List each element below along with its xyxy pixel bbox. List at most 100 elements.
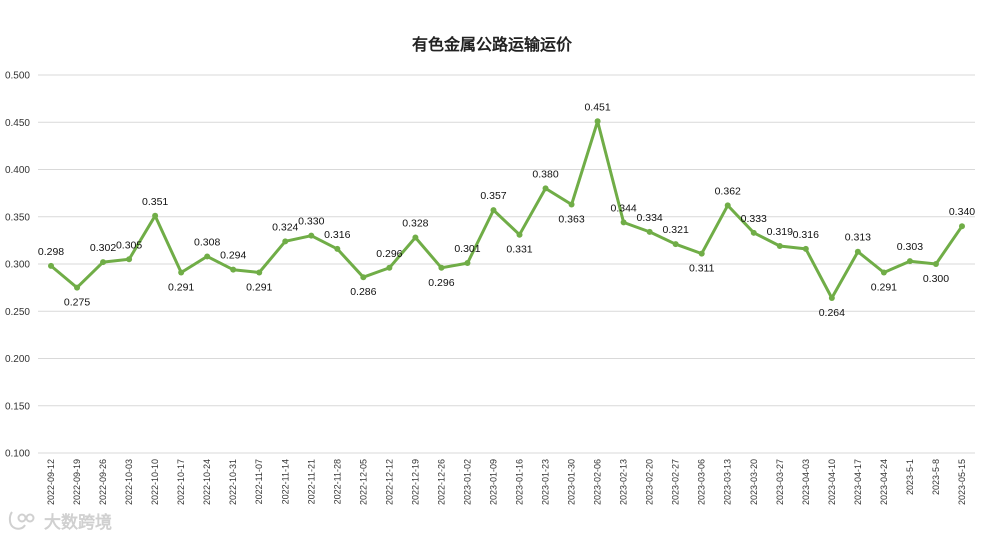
data-point [334,245,341,252]
data-label: 0.330 [298,216,324,228]
data-label: 0.296 [428,277,454,289]
data-point [386,264,393,271]
x-tick-label: 2022-10-17 [176,459,186,505]
data-label: 0.344 [610,202,636,214]
data-label: 0.321 [663,224,689,236]
x-tick-label: 2022-11-28 [332,459,342,504]
data-label: 0.328 [402,218,428,230]
x-tick-label: 2023-03-06 [697,459,707,505]
data-label: 0.316 [324,229,350,241]
x-tick-label: 2022-12-19 [410,459,420,505]
data-point [568,201,575,208]
data-label: 0.300 [923,273,949,285]
data-label: 0.357 [480,190,506,202]
data-point [308,232,315,239]
y-tick-label: 0.200 [5,354,30,365]
x-tick-label: 2023-03-27 [775,459,785,505]
data-point [464,260,471,267]
data-label: 0.380 [532,168,558,180]
x-tick-label: 2022-10-24 [202,459,212,505]
data-point [48,262,55,269]
x-tick-label: 2022-10-03 [124,459,134,505]
x-tick-label: 2023-02-27 [671,459,681,505]
x-tick-label: 2022-12-12 [384,459,394,505]
data-labels: 0.298 0.275 0.302 0.305 0.351 0.291 0.3080.294… [38,101,975,319]
x-tick-label: 2023-04-03 [801,459,811,505]
data-point [698,250,705,257]
y-tick-label: 0.250 [5,307,30,318]
data-label: 0.294 [220,250,246,262]
logo-icon [8,511,35,530]
data-point [256,269,263,276]
x-tick-label: 2023-04-24 [879,459,889,505]
x-tick-label: 2023-05-15 [957,459,967,505]
data-point [828,295,835,302]
data-label: 0.324 [272,221,298,233]
data-point [750,229,757,236]
data-point [152,212,159,219]
x-tick-label: 2023-5-8 [931,459,941,495]
data-point [126,256,133,263]
watermark: 大数跨境 [8,511,112,533]
data-label: 0.291 [871,282,897,294]
data-point [620,219,627,226]
data-point [776,243,783,250]
x-tick-label: 2022-12-26 [436,459,446,505]
x-tick-label: 2023-03-13 [723,459,733,505]
x-tick-label: 2022-09-19 [72,459,82,505]
data-point [906,258,913,265]
x-tick-label: 2022-10-31 [228,459,238,505]
x-tick-label: 2023-02-13 [619,459,629,505]
data-point [438,264,445,271]
data-label: 0.319 [767,226,793,238]
watermark-text: 大数跨境 [44,512,112,533]
data-point [880,269,887,276]
x-tick-label: 2023-02-20 [645,459,655,505]
data-point [932,261,939,267]
data-points [48,118,965,302]
x-tick-label: 2022-09-12 [46,459,56,505]
data-label: 0.291 [246,282,272,294]
data-label: 0.311 [689,263,715,275]
x-tick-label: 2022-09-26 [98,459,108,505]
x-tick-label: 2022-11-21 [306,459,316,504]
data-label: 0.286 [350,286,376,298]
x-tick-label: 2022-11-07 [254,459,264,504]
data-point [178,269,185,276]
x-tick-label: 2023-01-09 [488,459,498,505]
data-label: 0.308 [194,236,220,248]
data-label: 0.351 [142,196,168,208]
data-label: 0.334 [637,212,663,224]
data-label: 0.296 [376,248,402,260]
data-point [282,238,289,245]
y-tick-label: 0.150 [5,401,30,412]
data-label: 0.451 [584,101,610,113]
data-point [802,245,809,252]
data-label: 0.363 [558,213,584,225]
y-tick-label: 0.100 [5,449,30,460]
data-label: 0.298 [38,246,64,258]
data-label: 0.302 [90,242,116,254]
x-tick-label: 2023-01-30 [567,459,577,505]
x-tick-label: 2023-04-17 [853,459,863,505]
x-axis-ticks: 2022-09-12 2022-09-19 2022-09-26 2022-10-03… [46,459,967,505]
data-point [204,253,211,260]
data-label: 0.303 [897,241,923,253]
data-point [646,228,653,235]
x-tick-label: 2022-10-10 [150,459,160,505]
data-point [594,118,601,125]
data-label: 0.331 [506,244,532,256]
data-point [724,202,731,209]
data-point [516,231,523,238]
x-tick-label: 2022-12-05 [358,459,368,505]
y-tick-label: 0.400 [5,165,30,176]
x-tick-label: 2023-01-02 [462,459,472,505]
y-axis-ticks: 0.500 0.450 0.400 0.350 0.300 0.250 0.200 0.150… [5,71,30,460]
data-point [854,248,861,255]
y-tick-label: 0.350 [5,212,30,223]
data-point [542,185,549,192]
y-tick-label: 0.450 [5,118,30,129]
data-label: 0.275 [64,297,90,309]
data-label: 0.340 [949,206,975,218]
